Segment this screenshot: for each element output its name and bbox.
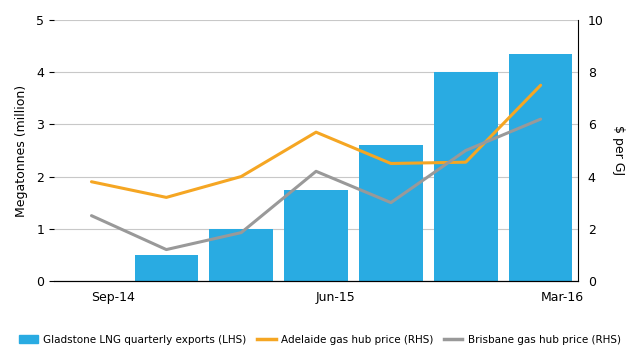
- Bar: [134, 255, 198, 281]
- Bar: [434, 72, 497, 281]
- Y-axis label: Megatonnes (million): Megatonnes (million): [15, 84, 28, 217]
- Bar: [284, 190, 348, 281]
- Bar: [359, 145, 423, 281]
- Legend: Gladstone LNG quarterly exports (LHS), Adelaide gas hub price (RHS), Brisbane ga: Gladstone LNG quarterly exports (LHS), A…: [15, 330, 625, 349]
- Bar: [209, 229, 273, 281]
- Bar: [509, 54, 572, 281]
- Y-axis label: $ per GJ: $ per GJ: [612, 125, 625, 176]
